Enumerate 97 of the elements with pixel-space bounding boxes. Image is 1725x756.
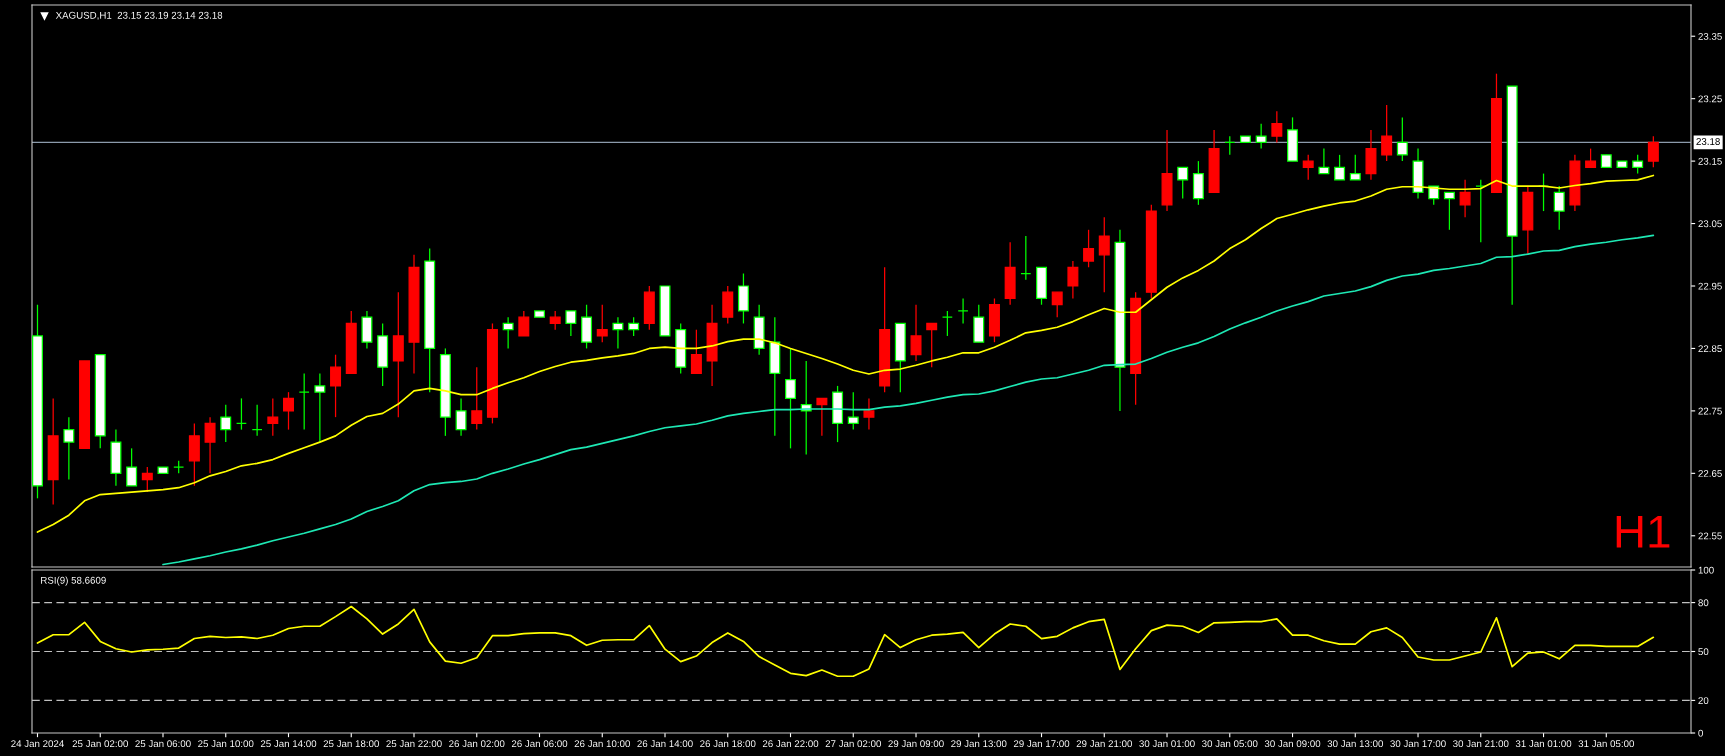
candlestick (1302, 154, 1314, 181)
candlestick (1177, 166, 1189, 200)
candlestick (314, 372, 326, 443)
candlestick (1051, 291, 1063, 318)
candlestick (204, 416, 216, 474)
y-tick-label: 20 (1698, 697, 1709, 705)
x-tick-label: 25 Jan 06:00 (135, 740, 191, 748)
candlestick (251, 404, 263, 437)
candlestick (612, 316, 624, 350)
candlestick (1318, 147, 1330, 175)
candlestick (1585, 147, 1597, 168)
candlestick (1459, 179, 1471, 218)
candlestick (847, 391, 859, 431)
candlestick (565, 310, 577, 337)
x-tick-label: 26 Jan 06:00 (511, 740, 568, 748)
x-tick-label: 29 Jan 17:00 (1013, 740, 1070, 748)
candlestick (471, 366, 483, 431)
x-tick-label: 26 Jan 02:00 (449, 740, 505, 748)
ref-line-label: 23.18 (1696, 138, 1720, 145)
candlestick (863, 397, 875, 431)
candlestick (1255, 123, 1267, 150)
text: XAGUSD,H1 23.15 23.19 23.14 23.18 (55, 11, 223, 20)
y-tick-label: 23.05 (1698, 220, 1722, 228)
y-tick-label: 23.35 (1698, 32, 1722, 40)
candlestick (957, 297, 969, 325)
candlestick (330, 354, 342, 418)
y-tick-label: 22.65 (1698, 470, 1722, 477)
candlestick (785, 347, 797, 449)
x-tick-label: 30 Jan 21:00 (1453, 740, 1509, 748)
candlestick (690, 329, 702, 375)
candlestick (1381, 104, 1393, 162)
candlestick (502, 316, 514, 350)
x-tick-label: 30 Jan 09:00 (1264, 740, 1321, 748)
x-tick-label: 25 Jan 02:00 (72, 740, 128, 748)
y-tick-label: 22.95 (1698, 282, 1722, 290)
y-tick-label: 22.85 (1698, 345, 1722, 353)
candlestick (141, 466, 153, 493)
x-tick-label: 29 Jan 13:00 (951, 740, 1007, 748)
x-tick-label: 29 Jan 21:00 (1076, 740, 1132, 748)
y-tick-label: 0 (1698, 729, 1703, 737)
candlestick (628, 316, 640, 337)
x-tick-label: 26 Jan 10:00 (574, 740, 630, 748)
annotation: H1 (1616, 516, 1670, 548)
x-tick-label: 27 Jan 02:00 (825, 740, 881, 748)
x-tick-label: 30 Jan 17:00 (1390, 740, 1446, 748)
candlestick (518, 310, 530, 337)
line-series (36, 605, 1655, 678)
x-tick-label: 29 Jan 09:00 (888, 740, 944, 748)
candlestick (596, 304, 608, 343)
x-tick-label: 30 Jan 01:00 (1139, 740, 1195, 748)
x-tick-label: 25 Jan 18:00 (323, 740, 379, 748)
candlestick (1020, 235, 1032, 281)
y-tick-label: 80 (1698, 599, 1709, 607)
candlestick (926, 322, 938, 368)
candlestick (63, 416, 75, 481)
candlestick (298, 372, 310, 431)
x-tick-label: 30 Jan 05:00 (1202, 740, 1258, 748)
candlestick (235, 397, 247, 431)
x-tick-label: 31 Jan 01:00 (1515, 740, 1572, 748)
x-tick-label: 25 Jan 14:00 (260, 740, 317, 748)
x-tick-label: 26 Jan 14:00 (637, 740, 693, 748)
candlestick (1553, 185, 1565, 231)
y-tick-label: 100 (1698, 566, 1714, 574)
x-tick-label: 31 Jan 05:00 (1578, 740, 1635, 748)
candlestick (1396, 116, 1408, 162)
x-tick-label: 25 Jan 10:00 (198, 740, 254, 748)
candlestick (1067, 260, 1079, 300)
candlestick (910, 304, 922, 362)
candlestick (1224, 135, 1236, 156)
y-tick-label: 23.25 (1698, 95, 1722, 103)
candlestick (1632, 154, 1644, 175)
candlestick (941, 310, 953, 337)
y-tick-label: 50 (1698, 648, 1709, 656)
candlestick (220, 404, 232, 443)
candlestick (816, 397, 828, 437)
x-tick-label: 25 Jan 22:00 (386, 740, 442, 748)
candlestick (1083, 229, 1095, 268)
candlestick (1271, 110, 1283, 144)
candlestick (1647, 135, 1659, 168)
x-tick-label: 26 Jan 22:00 (762, 740, 819, 748)
y-tick-label: 22.55 (1698, 532, 1722, 540)
candlestick (283, 391, 294, 431)
text: RSI(9) 58.6609 (41, 576, 106, 586)
candlestick (549, 310, 561, 331)
x-tick-label: 30 Jan 13:00 (1327, 740, 1384, 748)
candlestick (267, 397, 279, 437)
candlestick (1443, 191, 1455, 231)
candlestick (1475, 179, 1487, 243)
candlestick (126, 447, 138, 487)
candlestick (455, 397, 467, 437)
y-tick-label: 22.75 (1698, 407, 1722, 415)
x-tick-label: 24 Jan 2024 (11, 740, 64, 748)
x-tick-label: 26 Jan 18:00 (700, 740, 756, 748)
candlestick (1098, 216, 1110, 293)
y-tick-label: 23.15 (1698, 157, 1722, 165)
candlestick (1349, 154, 1361, 181)
candlestick (1334, 154, 1346, 181)
